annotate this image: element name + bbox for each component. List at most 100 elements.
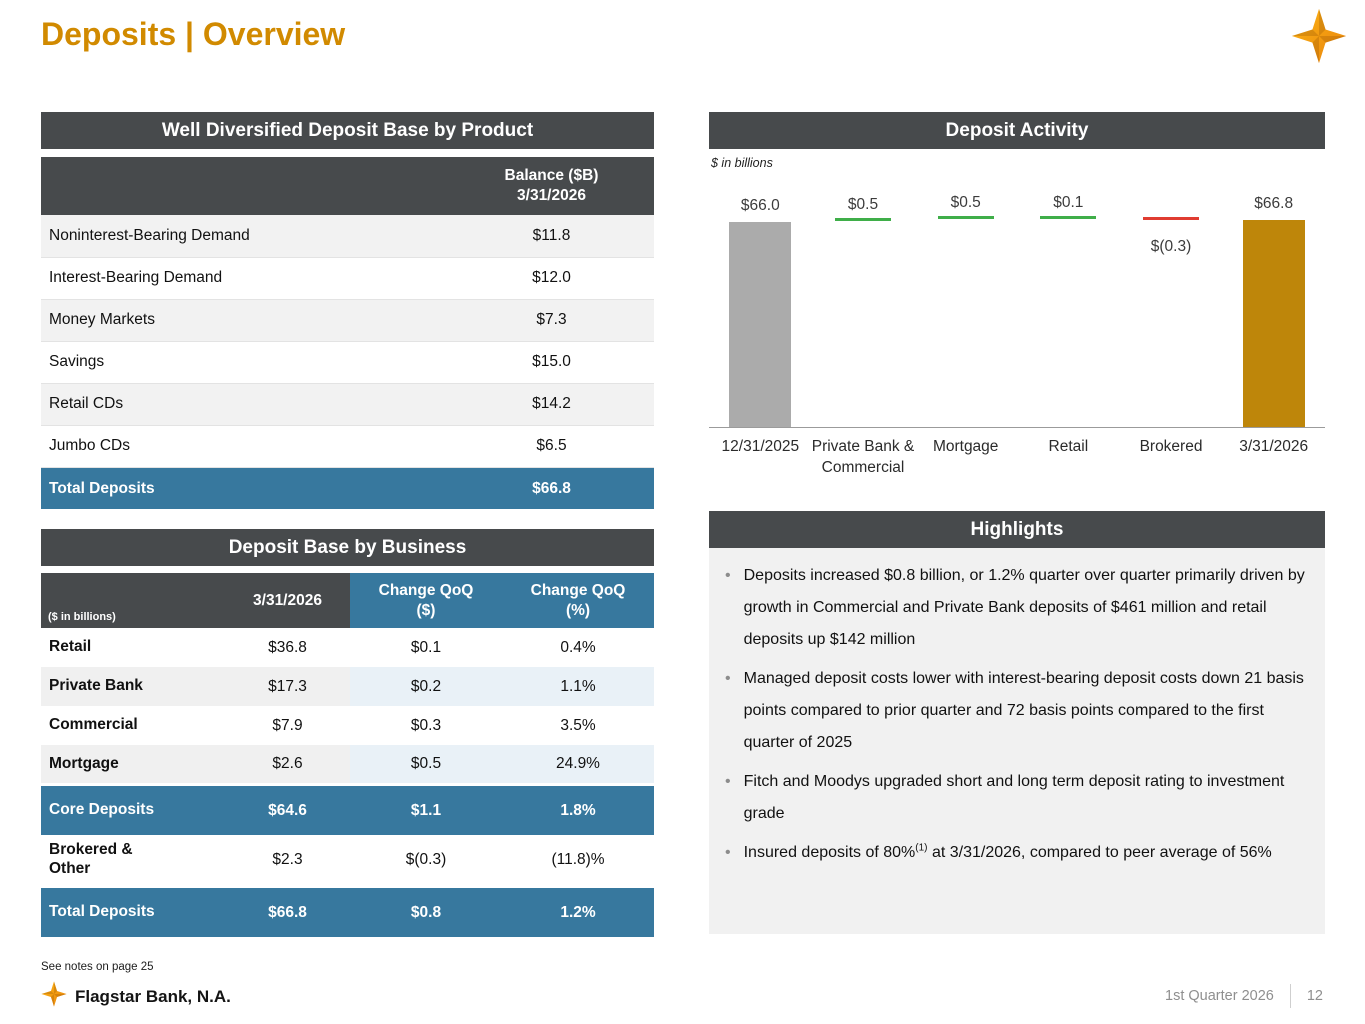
left-column: Well Diversified Deposit Base by Product…: [41, 112, 654, 973]
highlight-bullet: • Deposits increased $0.8 billion, or 1.…: [725, 560, 1307, 656]
total-value: $66.8: [449, 467, 654, 510]
total-label: Total Deposits: [41, 467, 449, 510]
qoq-dollar-line2: ($): [416, 601, 436, 619]
business-table-row: Retail $36.8 $0.1 0.4%: [41, 628, 654, 668]
business-table: ($ in billions) 3/31/2026 Change QoQ ($)…: [41, 573, 654, 938]
business-row-value: $36.8: [225, 628, 350, 668]
change-tick: [937, 216, 994, 219]
product-row-label: Money Markets: [41, 299, 449, 342]
business-row-label: Commercial: [41, 706, 225, 746]
bullet-icon: •: [725, 772, 731, 790]
product-table-title: Well Diversified Deposit Base by Product: [41, 112, 654, 149]
date-column-header: 3/31/2026: [225, 573, 350, 629]
bar-value-label: $0.1: [1053, 194, 1084, 211]
plot-area: $0.1: [1017, 172, 1120, 428]
plot-area: $0.5: [914, 172, 1018, 428]
business-row-label: Retail: [41, 628, 225, 668]
product-table-row: Noninterest-Bearing Demand $11.8: [41, 215, 654, 258]
product-row-value: $14.2: [449, 383, 654, 426]
qoq-pct-header: Change QoQ (%): [502, 573, 654, 629]
change-tick: [835, 218, 891, 221]
brokered-label-line1: Brokered &: [49, 841, 133, 859]
business-row-qoq-pct: 1.1%: [502, 667, 654, 707]
brand-name: Flagstar Bank, N.A.: [75, 986, 231, 1006]
plot-area: $(0.3): [1119, 172, 1223, 428]
x-axis-label: 12/31/2025: [721, 438, 800, 455]
product-row-label: Jumbo CDs: [41, 425, 449, 468]
bar-value-label: $(0.3): [1150, 238, 1192, 255]
product-row-value: $6.5: [449, 425, 654, 468]
x-axis-label: Brokered: [1139, 438, 1203, 455]
product-table-row: Jumbo CDs $6.5: [41, 425, 654, 468]
business-row-qoq-pct: 0.4%: [502, 628, 654, 668]
bar-value-label: $0.5: [950, 194, 981, 211]
core-value: $64.6: [225, 784, 350, 836]
highlights-list: • Deposits increased $0.8 billion, or 1.…: [725, 560, 1307, 869]
qoq-pct-line2: (%): [565, 601, 591, 619]
bar: [1242, 220, 1305, 427]
business-row-label: Private Bank: [41, 667, 225, 707]
core-qoq-pct: 1.8%: [502, 784, 654, 836]
business-table-row: Commercial $7.9 $0.3 3.5%: [41, 706, 654, 746]
footnote-ref: (1): [915, 842, 928, 854]
total-label: Total Deposits: [41, 886, 225, 938]
brokered-qoq-pct: (11.8)%: [502, 835, 654, 887]
waterfall-column-end: $66.8 3/31/2026: [1222, 172, 1326, 479]
product-header-balance: Balance ($B) 3/31/2026: [449, 157, 654, 216]
product-header-empty: [41, 157, 449, 216]
x-axis-label: Retail: [1048, 438, 1089, 455]
highlight-text: Insured deposits of 80%(1) at 3/31/2026,…: [744, 837, 1272, 869]
brokered-qoq-dollar: $(0.3): [350, 835, 502, 887]
balance-header-line1: Balance ($B): [504, 167, 599, 184]
core-qoq-dollar: $1.1: [350, 784, 502, 836]
page-title: Deposits | Overview: [41, 16, 346, 52]
business-row-qoq-dollar: $0.5: [350, 745, 502, 785]
x-axis-label: Mortgage: [932, 438, 999, 455]
product-table-row: Interest-Bearing Demand $12.0: [41, 257, 654, 300]
business-table-row: Private Bank $17.3 $0.2 1.1%: [41, 667, 654, 707]
chart-unit-note: $ in billions: [711, 156, 773, 170]
waterfall-column-mortgage: $0.5 Mortgage: [914, 172, 1018, 479]
footer-meta: 1st Quarter 2026 12: [1165, 984, 1323, 1008]
product-row-label: Retail CDs: [41, 383, 449, 426]
change-tick: [1040, 216, 1097, 219]
plot-area: $0.5: [811, 172, 915, 428]
highlights-title: Highlights: [709, 510, 1325, 548]
highlight-bullet: • Fitch and Moodys upgraded short and lo…: [725, 766, 1307, 830]
highlight-text: Deposits increased $0.8 billion, or 1.2%…: [743, 566, 1305, 648]
waterfall-column-brokered: $(0.3) Brokered: [1119, 172, 1223, 479]
right-column: Deposit Activity $ in billions $66.0 12/…: [709, 112, 1326, 934]
business-row-label: Mortgage: [41, 745, 225, 785]
product-row-label: Interest-Bearing Demand: [41, 257, 449, 300]
bar-value-label: $0.5: [847, 196, 879, 213]
total-qoq-pct: 1.2%: [502, 886, 654, 938]
business-row-value: $17.3: [225, 667, 350, 707]
highlight-text-part: Insured deposits of 80%: [743, 843, 916, 861]
bar-value-label: $66.8: [1254, 195, 1294, 212]
total-qoq-dollar: $0.8: [350, 886, 502, 938]
business-table-title: Deposit Base by Business: [41, 529, 654, 567]
bar: [729, 222, 792, 427]
core-deposits-row: Core Deposits $64.6 $1.1 1.8%: [41, 784, 654, 836]
core-label: Core Deposits: [41, 784, 225, 836]
plot-area: $66.8: [1222, 172, 1326, 428]
footer-quarter: 1st Quarter 2026: [1165, 988, 1274, 1004]
product-table: Balance ($B) 3/31/2026 Noninterest-Beari…: [41, 157, 654, 510]
product-row-label: Savings: [41, 341, 449, 384]
x-axis-label: 3/31/2026: [1239, 438, 1309, 455]
waterfall-column-start: $66.0 12/31/2025: [709, 172, 812, 479]
deposit-activity-chart: $66.0 12/31/2025 $0.5 Private Bank & Com…: [709, 172, 1326, 479]
flagstar-logo-icon: [1291, 8, 1347, 69]
total-value: $66.8: [225, 886, 350, 938]
brokered-other-row: Brokered & Other $2.3 $(0.3) (11.8)%: [41, 835, 654, 887]
change-tick: [1143, 217, 1200, 220]
highlight-text-part: at 3/31/2026, compared to peer average o…: [927, 843, 1272, 861]
footer-brand: Flagstar Bank, N.A.: [41, 981, 231, 1012]
footer-divider: [1289, 984, 1291, 1008]
balance-header-line2: 3/31/2026: [517, 187, 586, 205]
business-row-value: $2.6: [225, 745, 350, 785]
business-row-qoq-pct: 3.5%: [502, 706, 654, 746]
business-row-qoq-pct: 24.9%: [502, 745, 654, 785]
business-row-qoq-dollar: $0.2: [350, 667, 502, 707]
business-row-qoq-dollar: $0.1: [350, 628, 502, 668]
